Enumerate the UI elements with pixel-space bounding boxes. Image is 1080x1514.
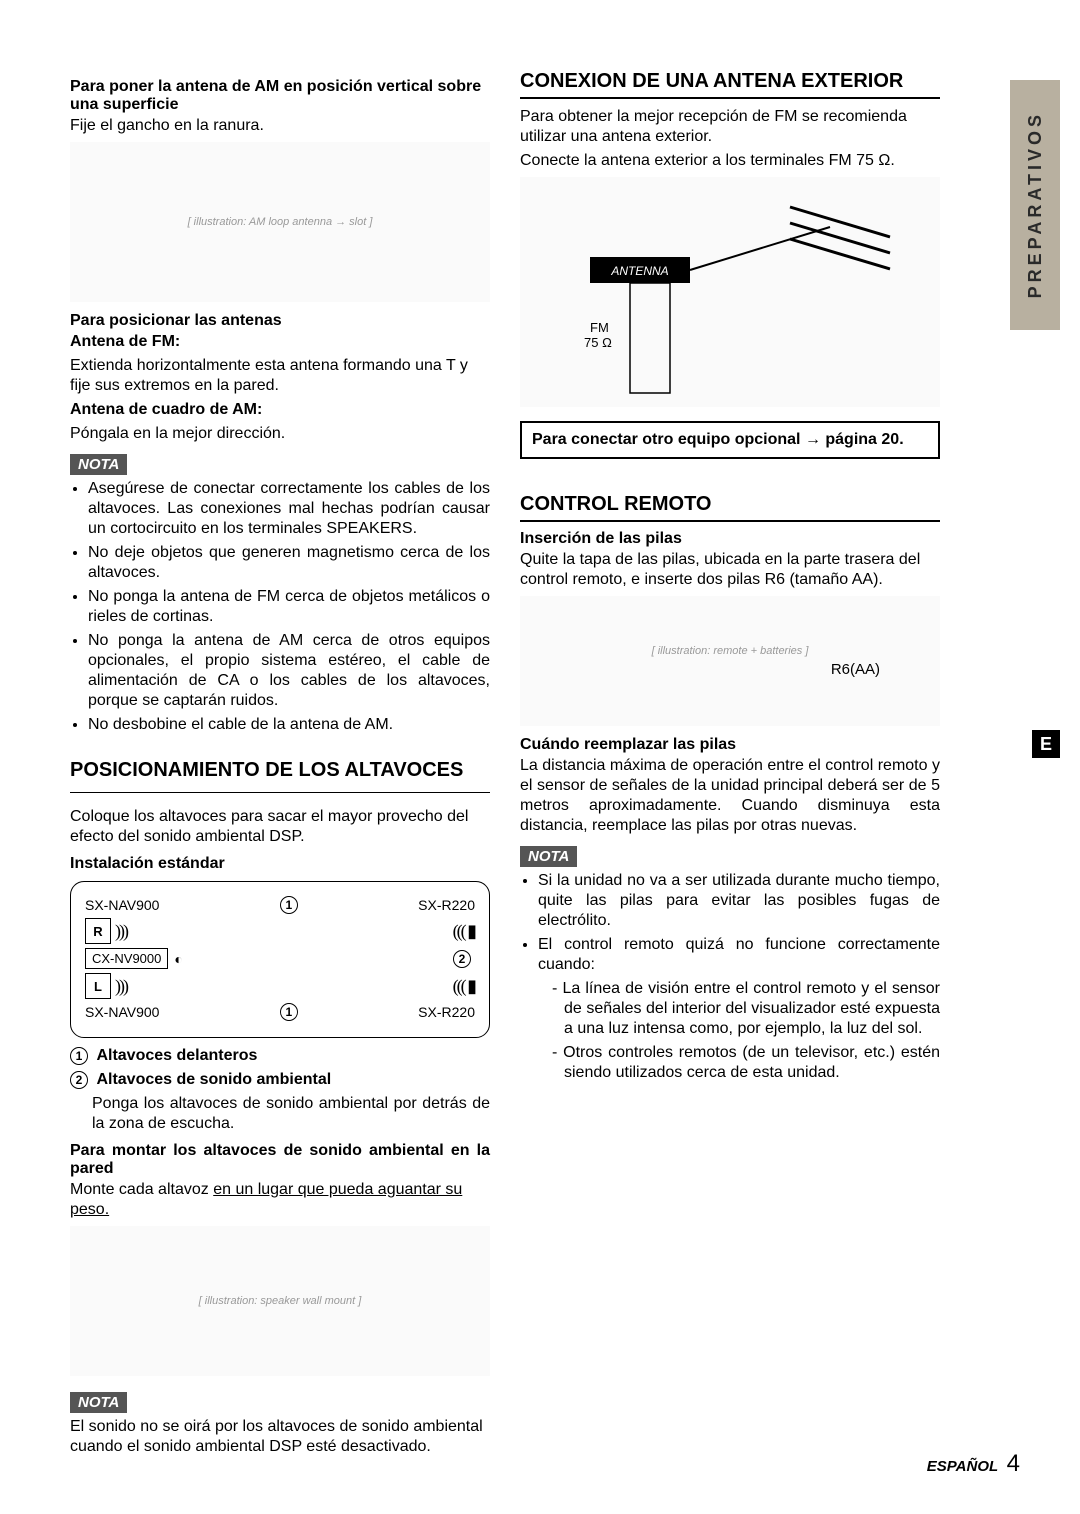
exterior-p2: Conecte la antena exterior a los termina…	[520, 151, 940, 171]
page-columns: Para poner la antena de AM en posición v…	[70, 70, 1030, 1461]
language-badge: E	[1032, 730, 1060, 758]
figure-exterior-antenna: ANTENNA FM 75 Ω	[520, 177, 940, 407]
replace-title: Cuándo reemplazar las pilas	[520, 736, 940, 754]
fm-body: Extienda horizontalmente esta antena for…	[70, 356, 490, 396]
left-column: Para poner la antena de AM en posición v…	[70, 70, 490, 1461]
wall-mount-title: Para montar los altavoces de sonido ambi…	[70, 1142, 490, 1178]
speakers-heading: POSICIONAMIENTO DE LOS ALTAVOCES	[70, 759, 490, 782]
side-tab: PREPARATIVOS	[1010, 80, 1060, 330]
nota1-item: No ponga la antena de AM cerca de otros …	[88, 631, 490, 711]
nota-badge-1: NOTA	[70, 454, 127, 475]
svg-text:75 Ω: 75 Ω	[584, 335, 612, 350]
pos-antenas-title: Para posicionar las antenas	[70, 312, 490, 330]
nota1-item: Asegúrese de conectar correctamente los …	[88, 479, 490, 539]
exterior-p1: Para obtener la mejor recepción de FM se…	[520, 107, 940, 147]
callout-other-equipment: Para conectar otro equipo opcional → pág…	[520, 421, 940, 459]
figure-wall-mount: [ illustration: speaker wall mount ]	[70, 1226, 490, 1376]
legend-1: 1 Altavoces delanteros	[70, 1046, 490, 1066]
remote-heading: CONTROL REMOTO	[520, 493, 940, 516]
figure-am-antenna: [ illustration: AM loop antenna → slot ]	[70, 142, 490, 302]
nota3-item: Si la unidad no va a ser utilizada duran…	[538, 871, 940, 931]
svg-text:FM: FM	[590, 320, 609, 335]
insert-body: Quite la tapa de las pilas, ubicada en l…	[520, 550, 940, 590]
nota-list-3: Si la unidad no va a ser utilizada duran…	[520, 871, 940, 1083]
speaker-layout-diagram: SX-NAV900 1 SX-R220 R ))) ((( ▮ CX-NV900…	[70, 881, 490, 1038]
std-install-title: Instalación estándar	[70, 855, 490, 873]
am-vertical-body: Fije el gancho en la ranura.	[70, 116, 490, 136]
nota1-item: No ponga la antena de FM cerca de objeto…	[88, 587, 490, 627]
legend-2: 2 Altavoces de sonido ambiental	[70, 1070, 490, 1090]
legend-2-body: Ponga los altavoces de sonido ambiental …	[70, 1094, 490, 1134]
svg-text:ANTENNA: ANTENNA	[610, 264, 668, 278]
am-loop-title: Antena de cuadro de AM:	[70, 400, 490, 420]
fm-title: Antena de FM:	[70, 332, 490, 352]
nota3-sub: - La línea de visión entre el control re…	[552, 979, 940, 1039]
wall-mount-body: Monte cada altavoz en un lugar que pueda…	[70, 1180, 490, 1220]
nota-badge-2: NOTA	[70, 1392, 127, 1413]
nota-list-1: Asegúrese de conectar correctamente los …	[70, 479, 490, 735]
am-loop-body: Póngala en la mejor dirección.	[70, 424, 490, 444]
speakers-intro: Coloque los altavoces para sacar el mayo…	[70, 807, 490, 847]
right-column: CONEXION DE UNA ANTENA EXTERIOR Para obt…	[520, 70, 940, 1461]
figure-remote-batteries: [ illustration: remote + batteries ] R6(…	[520, 596, 940, 726]
nota2-body: El sonido no se oirá por los altavoces d…	[70, 1417, 490, 1457]
am-vertical-title: Para poner la antena de AM en posición v…	[70, 78, 490, 114]
replace-body: La distancia máxima de operación entre e…	[520, 756, 940, 836]
nota3-item: El control remoto quizá no funcione corr…	[538, 935, 940, 1083]
nota3-sub: - Otros controles remotos (de un televis…	[552, 1043, 940, 1083]
nota-badge-3: NOTA	[520, 846, 577, 867]
exterior-heading: CONEXION DE UNA ANTENA EXTERIOR	[520, 70, 940, 93]
page-footer: ESPAÑOL 4	[927, 1450, 1020, 1478]
insert-title: Inserción de las pilas	[520, 530, 940, 548]
side-tab-label: PREPARATIVOS	[1025, 111, 1046, 298]
nota1-item: No deje objetos que generen magnetismo c…	[88, 543, 490, 583]
nota1-item: No desbobine el cable de la antena de AM…	[88, 715, 490, 735]
